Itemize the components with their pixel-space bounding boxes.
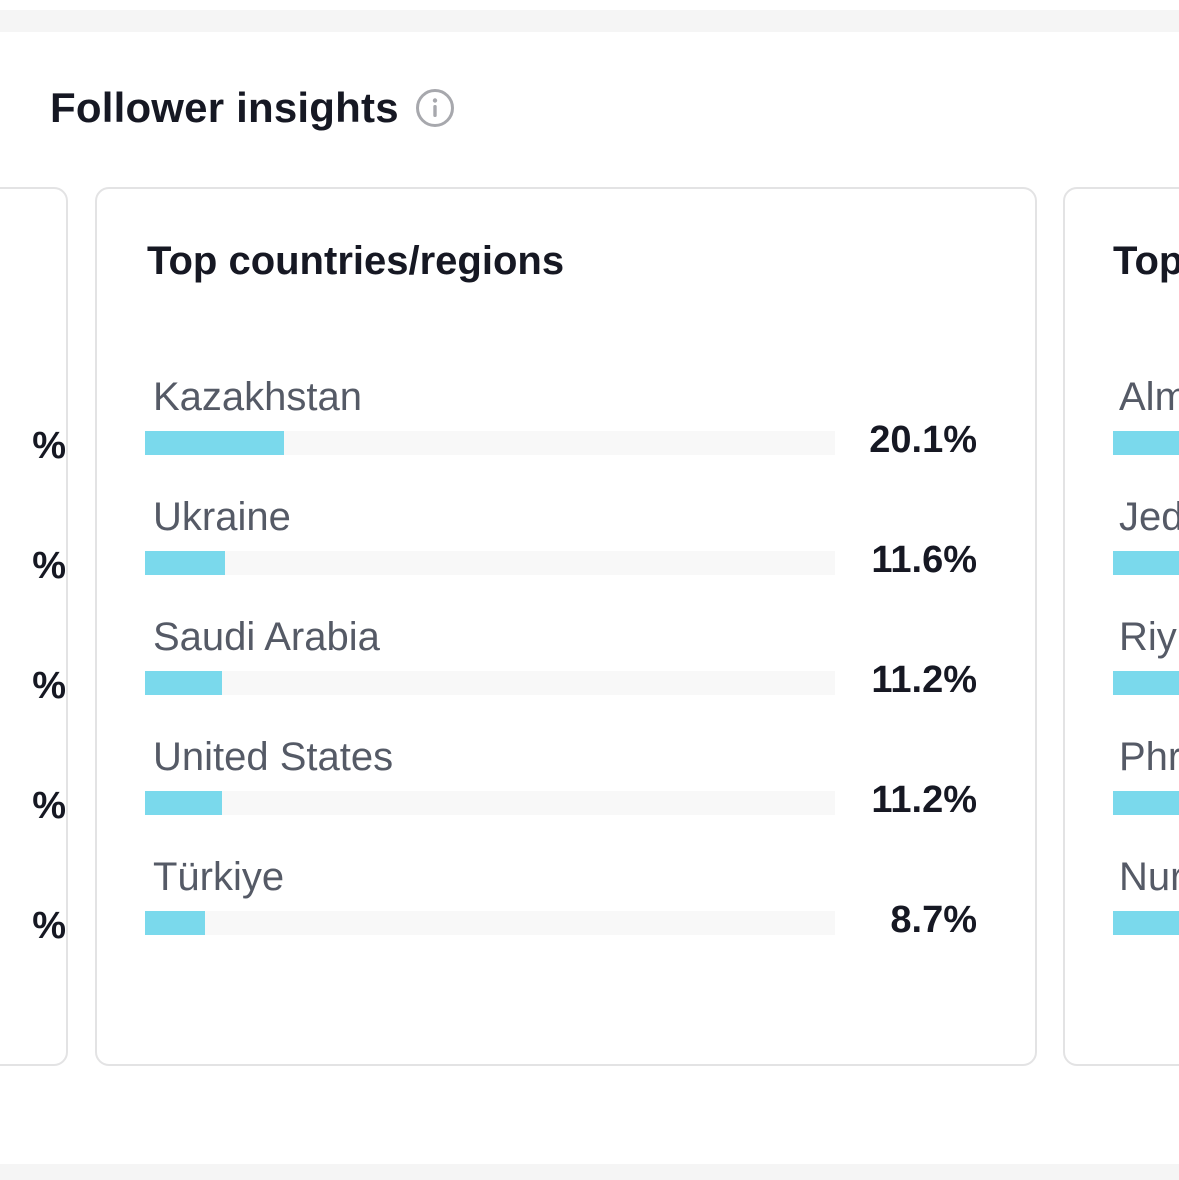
country-percentage: 11.2%	[871, 779, 977, 821]
progress-fill	[145, 431, 284, 455]
city-label: Riy	[1119, 615, 1177, 659]
progress-fill	[145, 671, 223, 695]
left-card-value: %	[32, 545, 66, 587]
list-item: Jed	[1065, 495, 1179, 615]
progress-fill	[1113, 791, 1179, 815]
list-item: Riy	[1065, 615, 1179, 735]
list-item: Kazakhstan 20.1%	[97, 375, 1035, 495]
list-item: Nur	[1065, 855, 1179, 975]
list-item: United States 11.2%	[97, 735, 1035, 855]
bottom-divider-strip	[0, 1164, 1179, 1180]
progress-track	[145, 911, 835, 935]
progress-track	[145, 551, 835, 575]
section-header: Follower insights	[50, 84, 455, 132]
left-card-value: %	[32, 665, 66, 707]
progress-fill	[1113, 671, 1179, 695]
country-label: Kazakhstan	[153, 375, 363, 419]
progress-fill	[145, 791, 223, 815]
city-label: Jed	[1119, 495, 1179, 539]
country-label: United States	[153, 735, 394, 779]
list-item: Saudi Arabia 11.2%	[97, 615, 1035, 735]
left-card-value: %	[32, 785, 66, 827]
country-percentage: 11.2%	[871, 659, 977, 701]
country-percentage: 20.1%	[869, 419, 977, 461]
country-percentage: 8.7%	[890, 899, 977, 941]
card-title: Top countries/regions	[147, 239, 565, 283]
country-label: Türkiye	[153, 855, 285, 899]
country-percentage: 11.6%	[871, 539, 977, 581]
progress-track	[145, 671, 835, 695]
progress-fill	[145, 551, 226, 575]
info-circle-icon[interactable]	[415, 88, 455, 128]
progress-fill	[1113, 431, 1179, 455]
progress-fill	[1113, 911, 1179, 935]
city-label: Nur	[1119, 855, 1179, 899]
card-title: Top	[1113, 239, 1179, 283]
top-cities-card: Top Alm Jed Riy Phr Nur	[1063, 187, 1179, 1066]
left-card-value: %	[32, 905, 66, 947]
left-card-value: %	[32, 425, 66, 467]
progress-track	[145, 431, 835, 455]
list-item: Phr	[1065, 735, 1179, 855]
section-title: Follower insights	[50, 84, 399, 131]
progress-fill	[145, 911, 206, 935]
city-label: Phr	[1119, 735, 1179, 779]
progress-fill	[1113, 551, 1179, 575]
list-item: Türkiye 8.7%	[97, 855, 1035, 975]
top-countries-card: Top countries/regions Kazakhstan 20.1% U…	[95, 187, 1037, 1066]
list-item: Alm	[1065, 375, 1179, 495]
country-label: Saudi Arabia	[153, 615, 380, 659]
country-label: Ukraine	[153, 495, 291, 539]
left-insights-card: % % % % %	[0, 187, 68, 1066]
city-label: Alm	[1119, 375, 1179, 419]
top-divider-strip	[0, 10, 1179, 32]
list-item: Ukraine 11.6%	[97, 495, 1035, 615]
progress-track	[145, 791, 835, 815]
